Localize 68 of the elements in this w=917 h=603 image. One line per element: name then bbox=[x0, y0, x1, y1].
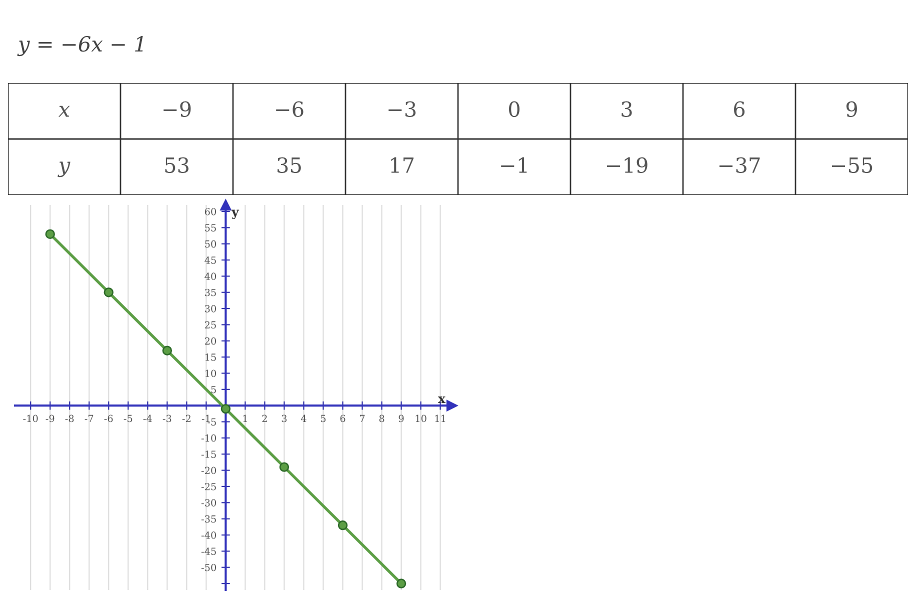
text: 9 bbox=[846, 101, 857, 118]
point bbox=[338, 520, 348, 530]
y-tick-label: 35 bbox=[205, 288, 216, 296]
text: 35 bbox=[278, 157, 301, 174]
y-tick-label: -45 bbox=[201, 548, 216, 556]
x-tick-label: -6 bbox=[104, 414, 113, 422]
text: −37 bbox=[719, 157, 760, 174]
y-tick-label: 30 bbox=[205, 305, 216, 312]
text: 0 bbox=[508, 101, 520, 118]
text: 17 bbox=[391, 157, 414, 173]
y-axis-title: y bbox=[231, 210, 240, 220]
text: −9 bbox=[164, 101, 191, 118]
point bbox=[396, 578, 406, 588]
text: −6 bbox=[276, 101, 304, 118]
x-tick-label: 8 bbox=[379, 414, 384, 422]
x-tick-label: 7 bbox=[360, 414, 365, 422]
text: 6 bbox=[734, 101, 745, 118]
y-tick-label: 10 bbox=[205, 370, 216, 378]
chart-title: y = −6x − 1 bbox=[17, 36, 143, 56]
x-tick-label: 1 bbox=[243, 414, 247, 422]
y-tick-label: -25 bbox=[201, 482, 216, 490]
text: y bbox=[58, 162, 70, 178]
point bbox=[162, 346, 172, 356]
y-tick-label: -20 bbox=[201, 466, 216, 474]
text: 53 bbox=[165, 157, 188, 174]
y-tick-label: -15 bbox=[201, 450, 216, 458]
y-tick-label: 20 bbox=[204, 337, 216, 345]
y-tick-label: -40 bbox=[201, 531, 216, 539]
y-tick-label: -30 bbox=[201, 499, 216, 506]
x-tick-label: 6 bbox=[340, 414, 346, 422]
x-tick-label: -2 bbox=[182, 414, 190, 422]
text: x bbox=[58, 106, 70, 117]
point bbox=[104, 287, 114, 298]
x-tick-label: 11 bbox=[435, 414, 446, 422]
y-tick-label: 25 bbox=[204, 321, 216, 329]
y-tick-label: 55 bbox=[205, 224, 216, 232]
x-tick-label: 5 bbox=[320, 414, 326, 422]
x-tick-label: 3 bbox=[282, 414, 287, 422]
x-tick-label: 9 bbox=[398, 414, 404, 422]
point bbox=[45, 229, 55, 239]
x-tick-label: -4 bbox=[143, 414, 152, 422]
x-tick-label: 4 bbox=[300, 414, 306, 422]
x-tick-label: 10 bbox=[416, 414, 426, 422]
text: −55 bbox=[832, 158, 872, 174]
text: −3 bbox=[388, 101, 416, 118]
y-tick-label: 50 bbox=[205, 240, 216, 248]
y-tick-label: 40 bbox=[204, 272, 216, 280]
y-tick-label: 15 bbox=[205, 354, 216, 361]
x-tick-label: -8 bbox=[65, 414, 74, 422]
y-tick-label: -10 bbox=[201, 434, 216, 442]
x-axis-title: x bbox=[438, 396, 446, 403]
text: 3 bbox=[622, 101, 632, 118]
point bbox=[279, 462, 290, 472]
x-tick-label: -10 bbox=[23, 414, 38, 422]
x-tick-label: 2 bbox=[262, 414, 267, 422]
text: −1 bbox=[501, 157, 527, 173]
x-tick-label: -5 bbox=[124, 414, 132, 422]
x-tick-label: -9 bbox=[46, 414, 54, 422]
x-tick-label: -1 bbox=[202, 414, 210, 422]
y-tick-label: -50 bbox=[201, 564, 216, 572]
y-tick-label: 45 bbox=[204, 256, 216, 264]
x-tick-label: -7 bbox=[84, 414, 94, 422]
x-tick-label: -3 bbox=[162, 414, 172, 422]
point bbox=[220, 404, 231, 414]
y-tick-label: -35 bbox=[201, 515, 216, 523]
text: −19 bbox=[606, 157, 648, 174]
y-tick-label: 60 bbox=[204, 208, 216, 216]
y-tick-label: 5 bbox=[211, 386, 216, 394]
